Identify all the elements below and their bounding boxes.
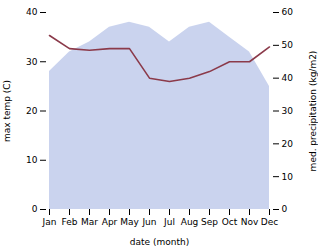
svg-text:Jun: Jun xyxy=(141,217,156,227)
svg-text:30: 30 xyxy=(282,106,294,116)
svg-text:10: 10 xyxy=(282,172,294,182)
svg-text:med. precipitation (kg/m2): med. precipitation (kg/m2) xyxy=(308,51,318,172)
svg-text:30: 30 xyxy=(26,57,38,67)
svg-text:40: 40 xyxy=(26,7,38,17)
svg-text:40: 40 xyxy=(282,73,294,83)
svg-text:date (month): date (month) xyxy=(130,237,189,247)
svg-text:60: 60 xyxy=(282,7,294,17)
svg-text:max temp (C): max temp (C) xyxy=(2,80,12,142)
svg-text:20: 20 xyxy=(282,139,294,149)
svg-text:Jul: Jul xyxy=(163,217,175,227)
svg-text:0: 0 xyxy=(32,204,38,214)
svg-text:Dec: Dec xyxy=(261,217,278,227)
svg-text:Oct: Oct xyxy=(222,217,238,227)
svg-text:10: 10 xyxy=(26,155,38,165)
svg-text:Nov: Nov xyxy=(241,217,259,227)
svg-text:50: 50 xyxy=(282,40,294,50)
svg-text:Mar: Mar xyxy=(81,217,98,227)
svg-text:Jan: Jan xyxy=(42,217,57,227)
svg-text:Feb: Feb xyxy=(62,217,78,227)
svg-text:May: May xyxy=(120,217,139,227)
svg-text:Aug: Aug xyxy=(181,217,199,227)
svg-text:Apr: Apr xyxy=(102,217,118,227)
svg-text:20: 20 xyxy=(26,106,38,116)
svg-text:0: 0 xyxy=(282,204,288,214)
svg-text:Sep: Sep xyxy=(201,217,218,227)
